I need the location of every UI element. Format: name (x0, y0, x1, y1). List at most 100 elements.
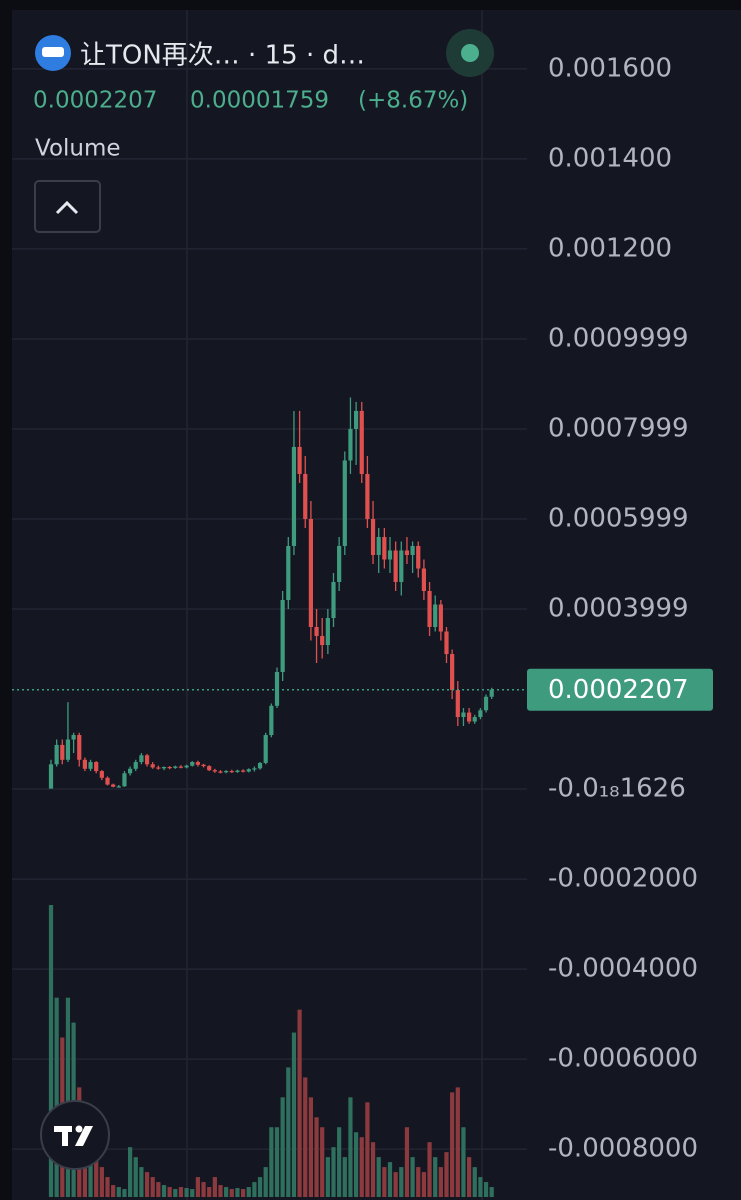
volume-bar (314, 1117, 319, 1197)
volume-bar (201, 1182, 206, 1197)
logo-cap (42, 47, 64, 57)
y-tick-label: 0.001200 (548, 233, 672, 263)
volume-bar (416, 1167, 421, 1197)
chart-background (12, 10, 741, 1200)
volume-bar (94, 1157, 99, 1197)
volume-bar (489, 1187, 494, 1197)
volume-bar (263, 1167, 268, 1197)
candle-body (348, 428, 353, 461)
volume-bar (274, 1127, 280, 1197)
candle-body (212, 770, 217, 772)
collapse-button[interactable] (34, 180, 101, 233)
volume-bar (241, 1189, 246, 1197)
volume-bar (122, 1189, 127, 1197)
volume-bar (444, 1152, 449, 1197)
candle-body (269, 705, 274, 736)
tv-logo-part (75, 1126, 93, 1146)
volume-bar (161, 1185, 167, 1197)
candle-body (94, 762, 99, 772)
last-price-label: 0.0002207 (548, 675, 689, 705)
volume-bar (252, 1182, 257, 1197)
volume-bar (478, 1177, 483, 1197)
y-tick-label: -0.0004000 (548, 954, 698, 984)
volume-bar (410, 1157, 415, 1197)
volume-bar (116, 1187, 121, 1197)
volume-bar (337, 1127, 342, 1197)
y-tick-label: 0.001400 (548, 143, 672, 173)
candle-body (218, 771, 223, 773)
candle-body (122, 773, 127, 787)
candles (48, 397, 494, 789)
volume-bar (376, 1157, 381, 1197)
candle-body (399, 550, 404, 582)
candle-body (483, 696, 489, 711)
candle-body (77, 735, 82, 760)
candle-body (167, 766, 172, 769)
candle-body (467, 712, 472, 722)
candle-body (246, 769, 251, 772)
volume-bar (483, 1182, 489, 1197)
candle-body (201, 764, 206, 767)
candle-body (314, 627, 319, 637)
candle-body (472, 717, 477, 722)
candle-body (382, 536, 387, 560)
y-tick-label: -0.0008000 (548, 1134, 698, 1164)
volume-bar (150, 1177, 155, 1197)
candle-body (156, 767, 161, 769)
price-tag: 0.0002207 (12, 668, 713, 711)
volume-bar (399, 1167, 404, 1197)
candle-body (359, 410, 364, 474)
volume-bar (297, 1009, 302, 1197)
y-tick-label: 0.0007999 (548, 414, 689, 444)
candle-body (308, 518, 313, 628)
symbol-title[interactable]: 让TON再次… · 15 · d… (80, 41, 365, 71)
volume-bar (105, 1177, 110, 1197)
y-tick-label: 0.0009999 (548, 323, 689, 353)
volume-bar (156, 1182, 161, 1197)
candle-body (376, 536, 381, 555)
candle-body (489, 689, 494, 697)
candle-body (365, 473, 370, 519)
candle-body (229, 771, 234, 773)
candle-body (139, 755, 144, 763)
candle-body (433, 604, 438, 628)
volume-bar (133, 1157, 138, 1197)
candle-body (207, 766, 212, 771)
volume-bar (427, 1142, 432, 1197)
volume-bar (438, 1167, 443, 1197)
candle-body (224, 771, 229, 773)
volume-bar (404, 1127, 410, 1197)
candle-body (173, 766, 178, 768)
y-tick-label: 0.0005999 (548, 504, 689, 534)
candle-body (128, 768, 133, 774)
volume-bar (54, 997, 59, 1197)
candle-body (235, 770, 240, 772)
candle-body (133, 762, 138, 769)
candle-body (111, 784, 116, 787)
volume-bar (342, 1157, 347, 1197)
volume-bar (178, 1187, 184, 1197)
volume-bar (303, 1077, 308, 1197)
volume-bar (320, 1127, 325, 1197)
candle-body (195, 762, 200, 765)
candle-body (274, 672, 280, 706)
candle-body (370, 518, 376, 555)
candle-body (263, 735, 268, 763)
volume-bar (167, 1187, 172, 1197)
candle-body (116, 786, 121, 788)
candle-body (82, 759, 87, 769)
candle-body (455, 690, 460, 718)
candle-body (48, 764, 54, 789)
volume-bar (144, 1172, 150, 1197)
volume-bar (331, 1147, 336, 1197)
status-dot (461, 44, 479, 62)
indicator-name: Volume (35, 136, 121, 162)
candle-body (393, 550, 398, 582)
tv-logo[interactable] (40, 1100, 110, 1170)
volume-bar (382, 1167, 387, 1197)
candle-body (478, 710, 483, 718)
candle-body (427, 590, 432, 628)
volume-bar (99, 1167, 104, 1197)
candle-body (252, 768, 257, 770)
